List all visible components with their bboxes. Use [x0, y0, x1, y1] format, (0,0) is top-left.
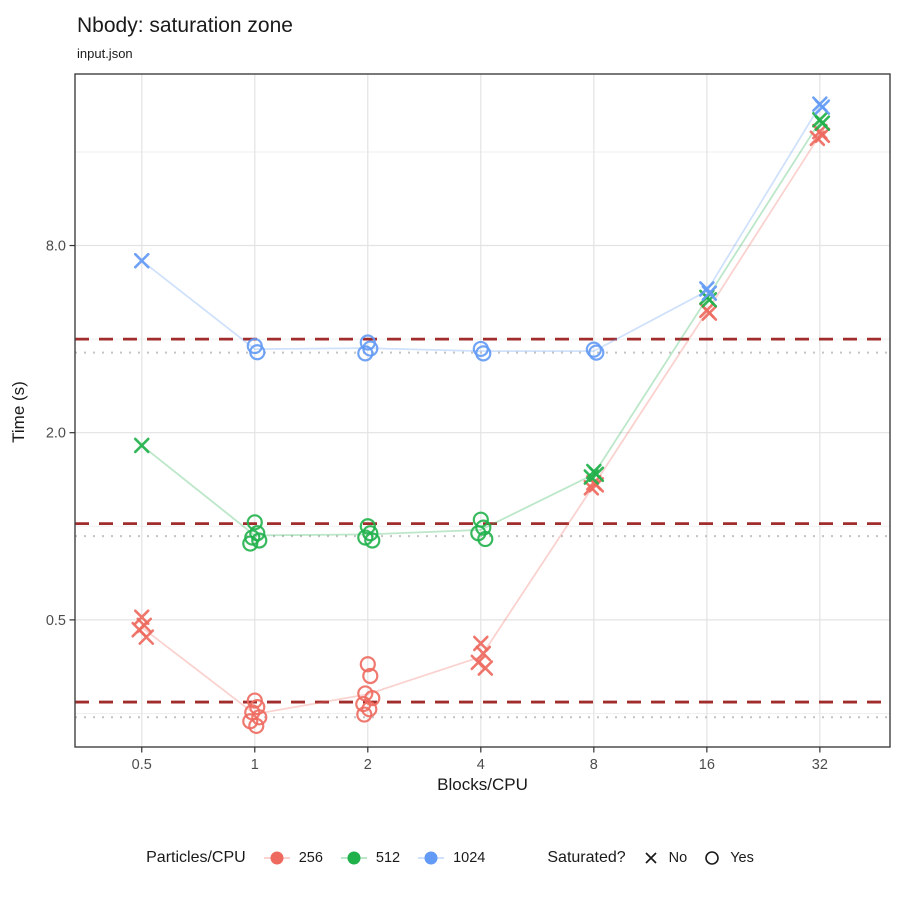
legend-item-yes: Yes	[703, 849, 754, 867]
legend-item-no: No	[642, 849, 688, 867]
y-axis-title: Time (s)	[9, 381, 28, 443]
svg-text:4: 4	[477, 757, 485, 773]
legend-shape-title: Saturated?	[547, 849, 626, 866]
legend-item-256: 256	[262, 848, 323, 868]
svg-text:32: 32	[812, 757, 828, 773]
series-dot-icon	[263, 851, 290, 865]
legend-item-1024: 1024	[416, 848, 485, 868]
series-dot-icon	[340, 851, 367, 865]
circle-shape-icon	[705, 851, 720, 865]
legend-label-512: 512	[375, 850, 401, 866]
series-dot-icon	[418, 851, 445, 865]
svg-text:16: 16	[699, 757, 715, 773]
legend-item-512: 512	[339, 848, 400, 868]
svg-text:2: 2	[364, 757, 372, 773]
x-shape-icon	[645, 852, 657, 864]
legend-color-title: Particles/CPU	[146, 849, 246, 866]
svg-text:0.5: 0.5	[46, 613, 66, 629]
plot-area: 0.5 1 2 4 8 16 32 8.0 2.0 0.5	[46, 73, 891, 773]
svg-text:1: 1	[251, 757, 259, 773]
legend-label-1024: 1024	[453, 850, 486, 866]
svg-text:2.0: 2.0	[46, 426, 66, 442]
x-axis-title: Blocks/CPU	[437, 775, 528, 794]
legend-label-256: 256	[298, 850, 323, 866]
svg-text:8.0: 8.0	[46, 239, 66, 255]
chart-subtitle: input.json	[77, 46, 133, 61]
chart-title: Nbody: saturation zone	[77, 14, 293, 37]
svg-text:8: 8	[590, 757, 598, 773]
svg-text:0.5: 0.5	[132, 757, 152, 773]
legend: Particles/CPU 256 512 1024 Saturated?	[0, 838, 900, 878]
legend-label-no: No	[668, 850, 688, 866]
legend-label-yes: Yes	[730, 850, 754, 866]
